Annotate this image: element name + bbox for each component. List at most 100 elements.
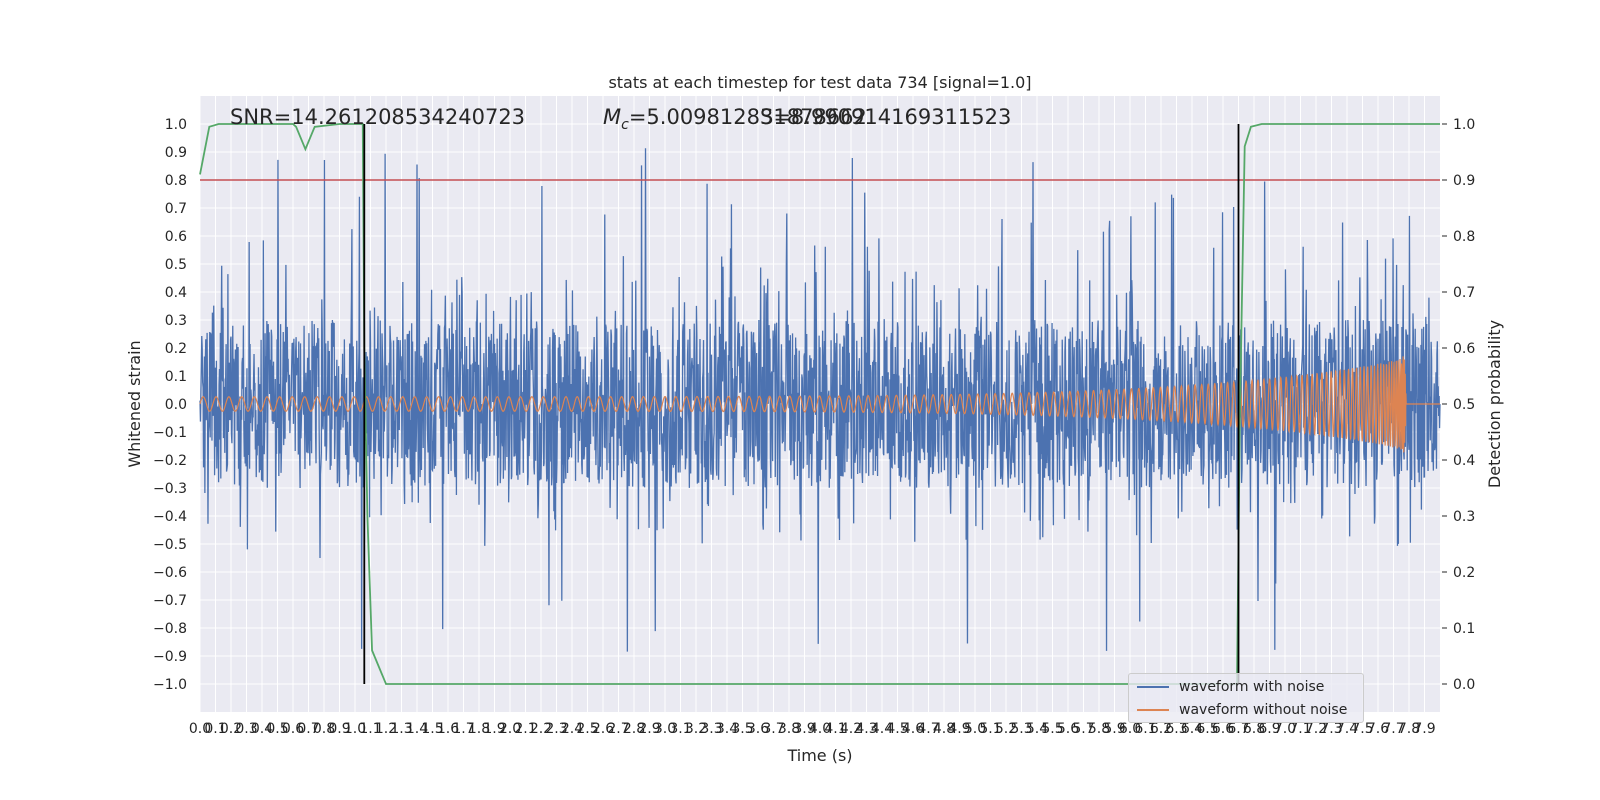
y-tick-label-right: 0.4 (1453, 453, 1475, 469)
x-tick-label: 3.3 (700, 721, 722, 737)
x-tick-label: 0.5 (266, 721, 288, 737)
y-tick-label-left: 0.7 (165, 201, 187, 217)
y-tick-label-left: −0.6 (153, 565, 187, 581)
chirp-mass-annotation: Mc=5.009812831878662 (603, 105, 867, 133)
x-tick-label: 4.8 (933, 721, 955, 737)
x-tick-label: 7.2 (1305, 721, 1327, 737)
x-tick-label: 7.5 (1351, 721, 1373, 737)
x-tick-label: 3.4 (716, 721, 738, 737)
chirp-mass-subscript: c (621, 117, 629, 133)
x-tick-label: 4.7 (917, 721, 939, 737)
y-tick-label-right: 0.8 (1453, 229, 1475, 245)
y-tick-label-right: 0.9 (1453, 173, 1475, 189)
x-tick-label: 2.0 (499, 721, 521, 737)
y-tick-label-left: 1.0 (165, 117, 187, 133)
legend-item-clean: waveform without noise (1137, 700, 1347, 720)
y-tick-label-right: 0.6 (1453, 341, 1475, 357)
x-tick-label: 3.2 (685, 721, 707, 737)
x-tick-label: 5.3 (1010, 721, 1032, 737)
x-tick-label: 0.0 (189, 721, 211, 737)
x-tick-label: 3.7 (762, 721, 784, 737)
x-tick-label: 2.9 (638, 721, 660, 737)
y-tick-label-left: 0.8 (165, 173, 187, 189)
x-tick-label: 7.3 (1320, 721, 1342, 737)
x-tick-label: 1.3 (390, 721, 412, 737)
x-tick-label: 1.4 (406, 721, 428, 737)
x-tick-label: 5.8 (1088, 721, 1110, 737)
x-tick-label: 6.2 (1150, 721, 1172, 737)
chirp-mass-symbol: M (603, 105, 621, 129)
y-tick-label-right: 0.1 (1453, 621, 1475, 637)
x-tick-label: 0.1 (204, 721, 226, 737)
x-tick-label: 5.1 (979, 721, 1001, 737)
x-tick-label: 3.6 (747, 721, 769, 737)
x-tick-label: 7.1 (1289, 721, 1311, 737)
x-tick-label: 1.7 (452, 721, 474, 737)
y-axis-label-right: Detection probability (1485, 320, 1504, 488)
y-tick-label-left: 0.6 (165, 229, 187, 245)
x-tick-label: 4.6 (902, 721, 924, 737)
x-axis-label: Time (s) (786, 746, 852, 765)
series-waveform-without-noise (199, 356, 1440, 453)
x-tick-label: 0.6 (282, 721, 304, 737)
x-tick-label: 3.8 (778, 721, 800, 737)
legend-label-clean: waveform without noise (1179, 702, 1348, 718)
x-tick-label: 0.2 (220, 721, 242, 737)
legend-swatch-clean (1137, 709, 1169, 711)
x-tick-label: 0.7 (297, 721, 319, 737)
x-tick-label: 0.4 (251, 721, 273, 737)
x-tick-label: 7.7 (1382, 721, 1404, 737)
x-tick-label: 0.3 (235, 721, 257, 737)
x-tick-label: 3.9 (793, 721, 815, 737)
y-tick-label-right: 0.2 (1453, 565, 1475, 581)
y-tick-label-right: 0.5 (1453, 397, 1475, 413)
y-tick-label-left: 0.4 (165, 285, 187, 301)
y-tick-label-left: −0.2 (153, 453, 187, 469)
x-tick-label: 5.5 (1041, 721, 1063, 737)
y-axis-label-left: Whitened strain (125, 340, 144, 467)
y-tick-label-left: 0.9 (165, 145, 187, 161)
x-tick-label: 4.2 (840, 721, 862, 737)
x-tick-label: 2.5 (576, 721, 598, 737)
x-tick-label: 4.1 (824, 721, 846, 737)
x-tick-label: 4.9 (948, 721, 970, 737)
legend-item-noisy: waveform with noise (1137, 677, 1324, 697)
x-tick-label: 5.2 (995, 721, 1017, 737)
y-tick-label-left: −0.1 (153, 425, 187, 441)
x-tick-label: 2.2 (530, 721, 552, 737)
x-tick-label: 6.5 (1196, 721, 1218, 737)
y-tick-label-right: 0.3 (1453, 509, 1475, 525)
axes-text: 0.00.10.20.30.40.50.60.70.80.91.01.11.21… (153, 117, 1475, 737)
x-tick-label: 4.0 (809, 721, 831, 737)
x-tick-label: 2.7 (607, 721, 629, 737)
x-tick-label: 7.4 (1336, 721, 1358, 737)
x-tick-label: 7.0 (1274, 721, 1296, 737)
y-tick-label-left: −0.8 (153, 621, 187, 637)
overlap-annotation: S=8.990914169311523 (760, 105, 1011, 129)
x-tick-label: 0.9 (328, 721, 350, 737)
y-tick-label-left: −0.9 (153, 649, 187, 665)
y-tick-label-right: 0.7 (1453, 285, 1475, 301)
x-tick-label: 6.6 (1212, 721, 1234, 737)
x-tick-label: 2.1 (514, 721, 536, 737)
y-tick-label-left: 0.2 (165, 341, 187, 357)
x-tick-label: 1.6 (437, 721, 459, 737)
x-tick-label: 7.8 (1398, 721, 1420, 737)
x-tick-label: 3.0 (654, 721, 676, 737)
legend-label-noisy: waveform with noise (1179, 679, 1325, 695)
x-tick-label: 3.1 (669, 721, 691, 737)
x-tick-label: 6.8 (1243, 721, 1265, 737)
x-tick-label: 3.5 (731, 721, 753, 737)
y-tick-label-left: −0.3 (153, 481, 187, 497)
y-tick-label-right: 0.0 (1453, 677, 1475, 693)
x-tick-label: 1.1 (359, 721, 381, 737)
plot-layer (199, 123, 1441, 685)
y-tick-label-left: 0.1 (165, 369, 187, 385)
chirp-mass-value: =5.009812831878662 (629, 105, 867, 129)
x-tick-label: 5.0 (964, 721, 986, 737)
x-tick-label: 5.9 (1103, 721, 1125, 737)
legend-swatch-noisy (1137, 686, 1169, 688)
y-tick-label-left: −0.7 (153, 593, 187, 609)
y-tick-label-left: 0.3 (165, 313, 187, 329)
